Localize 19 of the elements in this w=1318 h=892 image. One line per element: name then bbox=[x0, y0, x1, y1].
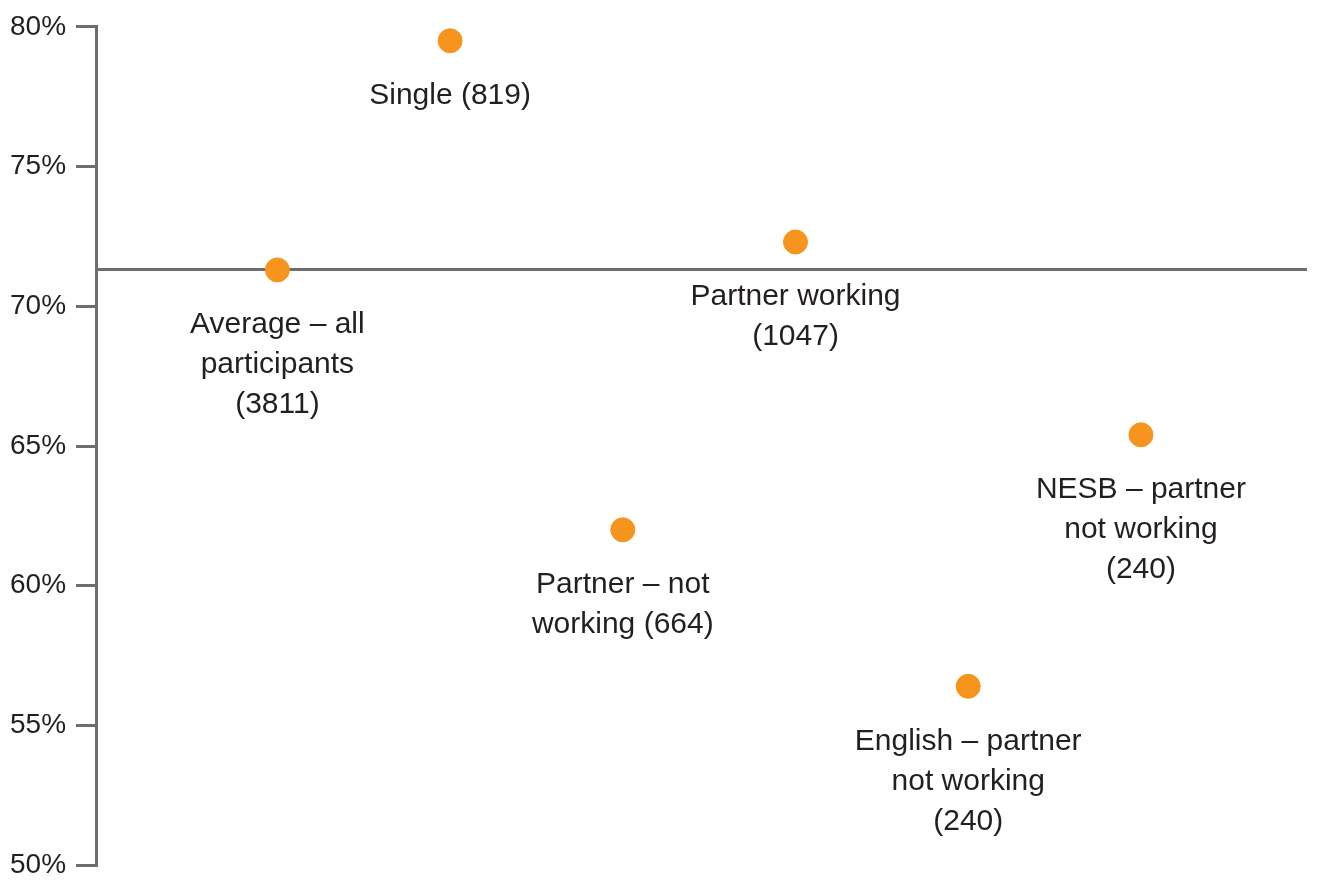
x-tick-label: Single (819) bbox=[369, 77, 531, 111]
y-tick-label: 70% bbox=[9, 288, 67, 320]
y-tick-label: 55% bbox=[9, 708, 67, 740]
y-tick-label: 65% bbox=[9, 428, 67, 460]
y-tick-label: 50% bbox=[9, 847, 67, 879]
point bbox=[783, 229, 809, 255]
point bbox=[610, 517, 636, 543]
point bbox=[437, 28, 463, 54]
x-tick-label: NESB – partner not working (240) bbox=[1035, 471, 1246, 585]
point bbox=[955, 673, 981, 699]
x-tick-label: Average – all participants (3811) bbox=[190, 306, 365, 420]
x-tick-label: English – partner not working (240) bbox=[854, 722, 1082, 836]
point bbox=[264, 257, 290, 283]
x-tick-label: Partner – not working (664) bbox=[530, 566, 714, 640]
y-tick-label: 80% bbox=[9, 9, 67, 41]
point bbox=[1128, 422, 1154, 448]
x-tick-label: Partner working (1047) bbox=[690, 278, 901, 352]
y-tick-label: 75% bbox=[9, 149, 67, 181]
y-tick-label: 60% bbox=[9, 568, 67, 600]
